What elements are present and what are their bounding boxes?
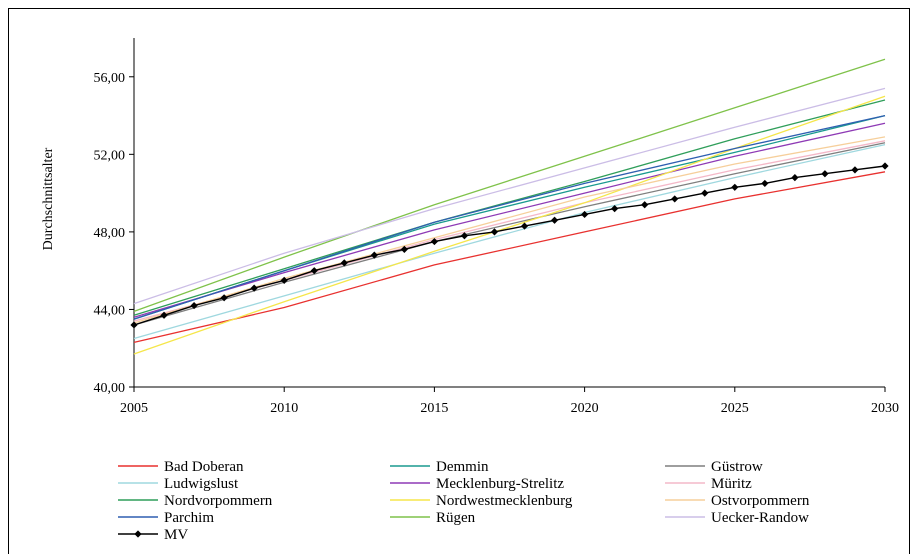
series-line-ruegen	[133, 58, 886, 313]
legend-label-parchim: Parchim	[164, 510, 214, 526]
data-point-mv	[130, 321, 138, 329]
data-point-mv	[731, 183, 739, 191]
x-tick-label: 2025	[721, 401, 749, 416]
legend-label-mueritz: Müritz	[711, 476, 752, 492]
series-line-bad-doberan	[133, 171, 886, 344]
data-point-mv	[460, 232, 469, 240]
legend-label-bad-doberan: Bad Doberan	[164, 459, 244, 475]
legend-item-mueritz: Müritz	[665, 476, 752, 492]
y-axis-title: Durchschnittsalter	[41, 147, 56, 250]
legend-item-nordvorpommern: Nordvorpommern	[118, 493, 273, 509]
legend-item-bad-doberan: Bad Doberan	[118, 459, 244, 475]
data-point-mv	[761, 179, 769, 188]
data-point-mv	[821, 170, 829, 178]
y-tick-label: 48,00	[94, 226, 126, 241]
data-point-mv	[280, 276, 288, 284]
x-tick-label: 2030	[871, 401, 899, 416]
x-tick-label: 2015	[420, 401, 448, 416]
data-point-mv	[160, 311, 168, 319]
legend-label-nordvorpommern: Nordvorpommern	[164, 493, 273, 509]
x-tick-label: 2005	[120, 401, 148, 416]
data-point-mv	[851, 166, 859, 174]
series-line-nordwestmecklenburg	[133, 95, 886, 355]
y-tick-label: 40,00	[94, 381, 126, 396]
legend-item-mecklenburg-strelitz: Mecklenburg-Strelitz	[390, 476, 564, 492]
series-line-mv	[133, 165, 886, 326]
legend-label-mecklenburg-strelitz: Mecklenburg-Strelitz	[436, 476, 564, 492]
legend: Bad Doberan Demmin Güstrow Ludwigslust Meckl…	[118, 459, 810, 543]
y-tick-label: 52,00	[94, 148, 126, 163]
legend-item-ostvorpommern: Ostvorpommern	[665, 493, 810, 509]
legend-item-uecker-randow: Uecker-Randow	[665, 510, 809, 526]
data-point-mv	[250, 284, 258, 292]
data-point-mv	[340, 259, 348, 267]
series-line-guestrow	[133, 142, 886, 326]
data-point-mv	[671, 195, 679, 203]
data-point-mv	[550, 216, 559, 224]
legend-label-guestrow: Güstrow	[711, 459, 763, 475]
legend-label-demmin: Demmin	[436, 459, 489, 475]
data-point-mv	[310, 267, 318, 275]
legend-item-guestrow: Güstrow	[665, 459, 763, 475]
legend-label-ludwigslust: Ludwigslust	[164, 476, 239, 492]
data-point-mv	[190, 301, 198, 310]
legend-marker-mv	[134, 530, 142, 538]
legend-label-ostvorpommern: Ostvorpommern	[711, 493, 810, 509]
data-point-mv	[641, 201, 649, 209]
data-point-mv	[220, 294, 228, 302]
legend-item-ludwigslust: Ludwigslust	[118, 476, 239, 492]
series-line-mecklenburg-strelitz	[133, 122, 886, 318]
data-point-mv	[791, 174, 799, 182]
data-point-mv	[520, 222, 529, 230]
legend-item-demmin: Demmin	[390, 459, 489, 475]
legend-label-mv: MV	[164, 527, 188, 543]
series-line-ostvorpommern	[133, 136, 886, 324]
series-line-uecker-randow	[133, 87, 886, 305]
data-point-mv	[701, 189, 709, 197]
data-point-mv	[370, 251, 378, 259]
data-point-mv	[881, 162, 889, 170]
data-point-mv	[400, 245, 408, 253]
series-line-nordvorpommern	[133, 99, 886, 316]
series-line-parchim	[133, 114, 886, 320]
series-line-ludwigslust	[133, 143, 886, 340]
legend-label-uecker-randow: Uecker-Randow	[711, 510, 809, 526]
legend-item-mv: MV	[118, 527, 188, 543]
data-point-mv	[490, 228, 499, 236]
legend-item-nordwestmecklenburg: Nordwestmecklenburg	[390, 493, 573, 509]
data-point-mv	[581, 210, 589, 219]
legend-label-nordwestmecklenburg: Nordwestmecklenburg	[436, 493, 573, 509]
legend-label-ruegen: Rügen	[436, 510, 476, 526]
data-point-mv	[611, 205, 619, 213]
y-tick-label: 56,00	[94, 71, 126, 86]
plot-area: 40,00 44,00 48,00 52,00 56,00 2005 2010 2015 202…	[94, 38, 899, 416]
x-tick-label: 2020	[571, 401, 599, 416]
data-point-mv	[430, 237, 438, 246]
x-tick-label: 2010	[270, 401, 298, 416]
legend-item-ruegen: Rügen	[390, 510, 476, 526]
y-tick-label: 44,00	[94, 303, 126, 318]
legend-item-parchim: Parchim	[118, 510, 214, 526]
